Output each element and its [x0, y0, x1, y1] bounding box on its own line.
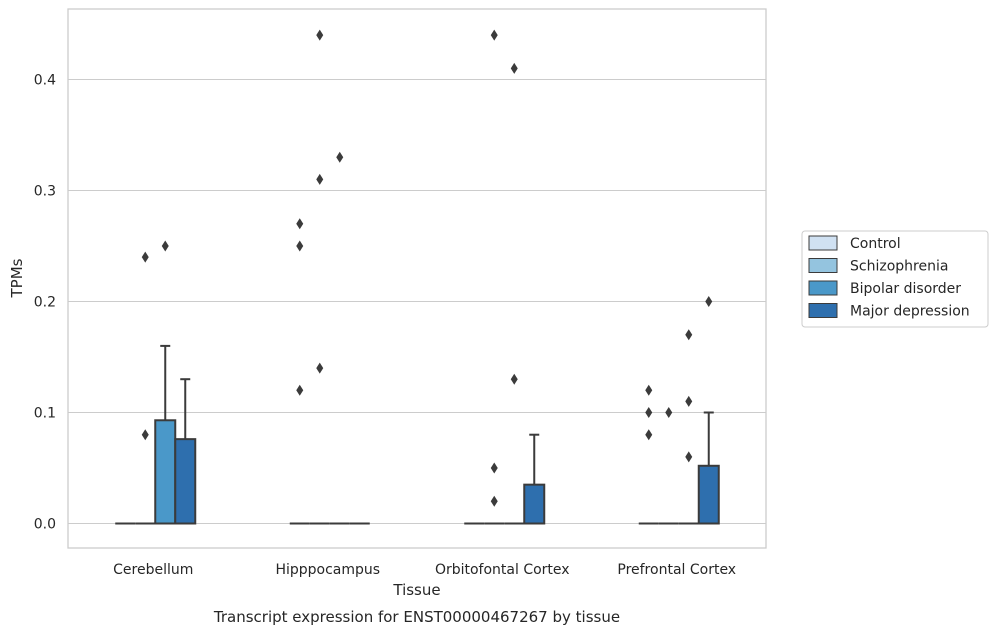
outlier-point	[316, 362, 324, 374]
box-body	[174, 438, 197, 525]
outlier-point	[705, 296, 713, 307]
box-groups	[115, 29, 720, 525]
outlier-point	[490, 495, 498, 507]
box-control	[638, 384, 659, 525]
outlier-point	[685, 395, 693, 407]
outlier-point	[510, 62, 518, 74]
legend-swatch	[808, 303, 838, 318]
y-tick-label: 0.3	[34, 184, 56, 200]
outlier-point	[316, 29, 324, 41]
outlier-point	[296, 240, 304, 252]
outlier-point	[141, 251, 149, 263]
box-bipolar-disorder	[154, 240, 177, 525]
box-schizophrenia	[135, 251, 156, 525]
box-major-depression	[697, 296, 720, 525]
box-major-depression	[174, 378, 197, 525]
outlier-point	[336, 151, 344, 163]
box-schizophrenia	[309, 29, 330, 525]
y-tick-labels: 0.0 0.1 0.2 0.3 0.4	[34, 73, 56, 533]
x-tick-label: Prefrontal Cortex	[617, 562, 736, 578]
x-tick-labels: Cerebellum Hipppocampus Orbitofontal Corte…	[113, 562, 736, 578]
legend-swatch	[808, 280, 838, 296]
box-control	[289, 218, 310, 525]
box-bipolar-disorder	[678, 329, 699, 525]
box-bipolar-disorder	[329, 151, 350, 525]
y-tick-label: 0.2	[34, 295, 56, 311]
box-body	[523, 483, 546, 525]
outlier-point	[685, 329, 693, 341]
outlier-point	[490, 29, 498, 41]
outlier-point	[665, 407, 673, 418]
y-axis-label: TPMs	[8, 258, 26, 298]
legend-label: Major depression	[850, 304, 970, 320]
x-axis-label: Tissue	[392, 581, 440, 599]
outlier-point	[645, 384, 653, 396]
outlier-point	[141, 429, 149, 441]
y-tick-label: 0.1	[34, 406, 56, 422]
legend-label: Schizophrenia	[850, 259, 948, 275]
x-tick-label: Cerebellum	[113, 562, 193, 578]
legend: Control Schizophrenia Bipolar disorder Majo…	[801, 230, 989, 328]
outlier-point	[296, 218, 304, 230]
outlier-point	[490, 462, 498, 474]
legend-swatch	[808, 258, 838, 273]
box-body	[154, 419, 177, 525]
outlier-point	[645, 407, 653, 418]
y-tick-label: 0.4	[34, 73, 56, 89]
box-bipolar-disorder	[504, 62, 525, 525]
outlier-point	[161, 240, 169, 252]
box-body	[697, 464, 720, 525]
legend-swatch	[808, 235, 838, 251]
outlier-point	[510, 373, 518, 385]
y-tick-label: 0.0	[34, 517, 56, 533]
legend-label: Control	[850, 236, 901, 252]
box-schizophrenia	[484, 29, 505, 525]
x-tick-label: Orbitofontal Cortex	[435, 562, 570, 578]
figure-caption: Transcript expression for ENST0000046726…	[213, 608, 620, 626]
plot-frame	[67, 8, 767, 549]
box-schizophrenia	[658, 407, 679, 525]
outlier-point	[685, 451, 693, 463]
outlier-point	[296, 384, 304, 396]
legend-frame	[801, 230, 989, 328]
box-major-depression	[523, 433, 546, 525]
outlier-point	[645, 429, 653, 441]
outlier-point	[316, 173, 324, 185]
legend-label: Bipolar disorder	[850, 281, 961, 297]
x-tick-label: Hipppocampus	[275, 562, 380, 578]
